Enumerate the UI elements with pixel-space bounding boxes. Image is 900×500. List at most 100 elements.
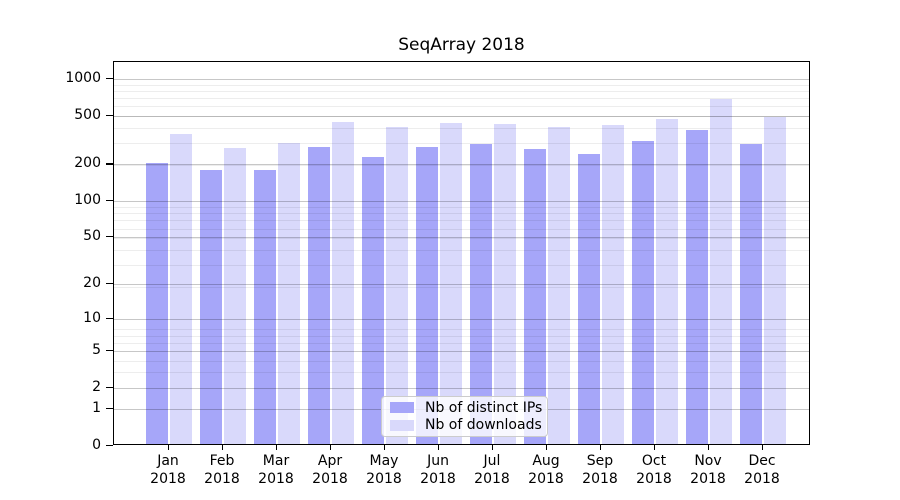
legend-label-downloads: Nb of downloads — [425, 417, 542, 434]
grid-minor-line — [114, 342, 809, 344]
bar-distinct-ips-dec — [740, 144, 762, 444]
y-tick-mark — [106, 236, 113, 238]
y-tick-mark — [106, 283, 113, 285]
bar-distinct-ips-apr — [308, 146, 330, 444]
legend-swatch-downloads — [390, 419, 414, 431]
y-tick-label: 5 — [92, 341, 101, 358]
grid-minor-line — [114, 286, 809, 288]
y-tick-mark — [106, 349, 113, 351]
bar-distinct-ips-aug — [524, 148, 546, 444]
bar-distinct-ips-may — [362, 156, 384, 444]
bar-distinct-ips-jan — [146, 162, 168, 444]
grid-minor-line — [114, 372, 809, 374]
y-tick-label: 1000 — [65, 70, 101, 87]
bar-distinct-ips-jun — [416, 147, 438, 444]
legend-label-distinct-ips: Nb of distinct IPs — [425, 399, 543, 416]
bar-distinct-ips-nov — [686, 129, 708, 444]
x-tick-label-may: May 2018 — [366, 453, 402, 487]
plot-area: Nb of distinct IPs Nb of downloads — [113, 61, 810, 445]
grid-minor-line — [114, 91, 809, 92]
grid-minor-line — [114, 116, 809, 117]
legend: Nb of distinct IPs Nb of downloads — [381, 396, 548, 437]
y-tick-label: 2 — [92, 378, 101, 395]
x-tick-label-mar: Mar 2018 — [258, 453, 294, 487]
grid-major-line — [114, 284, 809, 286]
grid-minor-line — [114, 207, 809, 208]
grid-minor-line — [114, 98, 809, 100]
grid-minor-line — [114, 213, 809, 215]
bar-downloads-jul — [494, 124, 516, 444]
bar-downloads-sep — [602, 125, 624, 444]
bar-distinct-ips-mar — [254, 169, 276, 444]
x-tick-mark — [222, 445, 224, 450]
bars-layer — [114, 62, 809, 444]
grid-minor-line — [114, 143, 809, 145]
y-tick-label: 100 — [74, 191, 101, 208]
legend-swatch-distinct-ips — [390, 402, 414, 414]
x-tick-label-oct: Oct 2018 — [636, 453, 672, 487]
bar-downloads-aug — [548, 126, 570, 444]
bar-downloads-may — [386, 127, 408, 444]
y-tick-mark — [106, 199, 113, 202]
x-tick-label-dec: Dec 2018 — [744, 453, 780, 487]
y-tick-mark — [106, 408, 113, 410]
x-tick-label-sep: Sep 2018 — [582, 453, 618, 487]
y-tick-label: 10 — [83, 309, 101, 326]
grid-layer — [114, 62, 809, 444]
bar-distinct-ips-sep — [578, 154, 600, 444]
y-tick-mark — [106, 163, 113, 165]
grid-major-line — [114, 79, 809, 81]
bar-distinct-ips-jul — [470, 144, 492, 444]
grid-major-line — [114, 318, 809, 320]
bar-downloads-oct — [656, 118, 678, 444]
grid-major-line — [114, 237, 809, 239]
y-tick-mark — [106, 386, 113, 388]
y-tick-mark — [106, 114, 113, 116]
y-tick-mark — [106, 317, 113, 319]
chart-title: SeqArray 2018 — [398, 35, 525, 55]
grid-minor-line — [114, 127, 809, 129]
bar-downloads-apr — [332, 121, 354, 444]
y-tick-label: 50 — [83, 228, 101, 245]
grid-minor-line — [114, 250, 809, 252]
x-tick-label-jul: Jul 2018 — [474, 453, 510, 487]
legend-item-downloads: Nb of downloads — [382, 417, 547, 433]
y-tick-label: 20 — [83, 275, 101, 292]
bar-downloads-jun — [440, 123, 462, 444]
grid-minor-line — [114, 220, 809, 222]
x-tick-mark — [276, 445, 278, 450]
grid-minor-line — [114, 238, 809, 240]
x-tick-mark — [654, 445, 656, 450]
grid-minor-line — [114, 335, 809, 337]
x-tick-label-jan: Jan 2018 — [150, 453, 186, 487]
x-tick-mark — [600, 445, 602, 450]
legend-item-distinct-ips: Nb of distinct IPs — [382, 400, 547, 416]
bar-downloads-nov — [710, 99, 732, 444]
x-tick-mark — [330, 445, 332, 450]
y-tick-label: 1 — [92, 400, 101, 417]
x-tick-label-feb: Feb 2018 — [204, 453, 240, 487]
grid-major-line — [114, 164, 809, 166]
bar-distinct-ips-feb — [200, 169, 222, 444]
grid-minor-line — [114, 360, 809, 362]
grid-major-line — [114, 115, 809, 117]
x-tick-mark — [168, 445, 170, 450]
y-tick-label: 200 — [74, 155, 101, 172]
y-tick-label: 500 — [74, 106, 101, 123]
bar-downloads-feb — [224, 147, 246, 444]
x-tick-label-jun: Jun 2018 — [420, 453, 456, 487]
grid-major-line — [114, 350, 809, 352]
x-tick-mark — [708, 445, 710, 450]
grid-minor-line — [114, 329, 809, 331]
grid-major-line — [114, 387, 809, 389]
x-tick-mark — [384, 445, 386, 450]
grid-minor-line — [114, 84, 809, 86]
y-tick-mark — [106, 445, 113, 447]
x-tick-mark — [762, 445, 764, 450]
grid-major-line — [114, 200, 809, 202]
grid-minor-line — [114, 106, 809, 108]
y-tick-label: 0 — [92, 437, 101, 453]
x-tick-mark — [546, 445, 548, 450]
grid-minor-line — [114, 228, 809, 230]
